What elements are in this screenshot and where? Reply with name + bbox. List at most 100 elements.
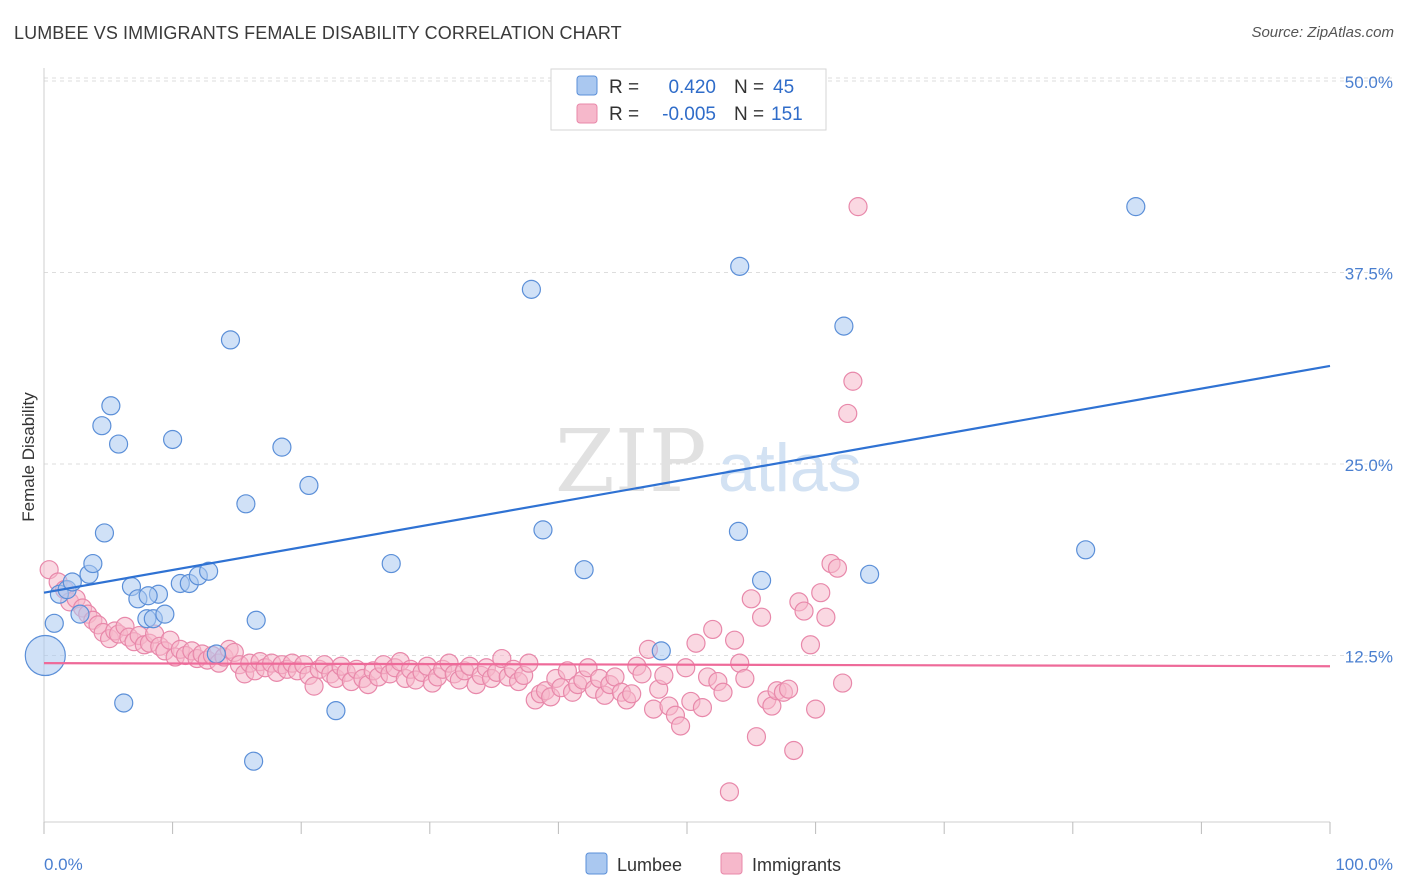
immigrants-point (751, 607, 772, 627)
immigrants-point (838, 403, 858, 424)
chart-title: LUMBEE VS IMMIGRANTS FEMALE DISABILITY C… (14, 23, 622, 43)
immigrants-point (778, 679, 799, 699)
lumbee-point (521, 279, 541, 299)
lumbee-point (24, 634, 66, 677)
watermark-atlas: atlas (718, 430, 862, 506)
immigrants-point (304, 676, 324, 696)
lumbee-point (533, 520, 553, 540)
lumbee-point (860, 564, 880, 584)
immigrants-point (713, 682, 733, 702)
legend-r-label-lumbee: R = (609, 77, 639, 98)
legend: R = 0.420 N = 45 R = -0.005 N = 151 (550, 68, 827, 131)
immigrants-trendline (43, 662, 1331, 668)
y-tick-label: 12.5% (1345, 648, 1393, 667)
lumbee-point (246, 610, 266, 630)
lumbee-point (730, 256, 750, 276)
lumbee-point (299, 475, 319, 496)
x-tick-label-min: 0.0% (44, 855, 83, 874)
legend-n-label-immigrants: N = (734, 104, 764, 125)
legend-n-value-lumbee: 45 (773, 77, 794, 98)
immigrants-point (557, 661, 578, 681)
lumbee-point (651, 641, 671, 661)
legend-swatch-immigrants (576, 103, 598, 124)
lumbee-point (155, 604, 175, 624)
lumbee-point (163, 429, 183, 450)
immigrants-point (686, 633, 706, 653)
watermark: ZIP atlas (555, 412, 862, 512)
y-tick-label: 50.0% (1345, 73, 1393, 92)
lumbee-point (44, 613, 64, 633)
immigrants-point (800, 635, 821, 655)
immigrants-point (816, 607, 836, 627)
immigrants-point (632, 664, 652, 684)
x-tick-label-max: 100.0% (1335, 855, 1393, 874)
lumbee-point (244, 751, 264, 771)
y-tick-labels: 12.5% 25.0% 37.5% 50.0% (1345, 73, 1393, 667)
immigrants-point (735, 668, 755, 689)
lumbee-point (574, 560, 594, 580)
lumbee-point (834, 316, 854, 336)
lumbee-point (381, 553, 401, 574)
immigrants-point (746, 727, 767, 747)
immigrants-point (833, 673, 853, 693)
lumbee-point (94, 523, 115, 543)
series-lumbee (24, 197, 1146, 771)
legend-r-value-lumbee: 0.420 (668, 77, 716, 98)
immigrants-point (692, 697, 713, 718)
bottom-legend-swatch-immigrants (720, 852, 743, 875)
lumbee-point (728, 521, 749, 542)
lumbee-point (108, 434, 129, 454)
immigrants-point (805, 699, 826, 719)
lumbee-point (206, 644, 226, 664)
immigrants-point (519, 653, 539, 673)
lumbee-point (101, 396, 121, 416)
lumbee-point (70, 604, 90, 624)
chart-source: Source: ZipAtlas.com (1251, 24, 1394, 41)
lumbee-point (220, 330, 241, 350)
immigrants-point (670, 716, 691, 736)
lumbee-point (138, 586, 158, 606)
immigrants-point (741, 589, 761, 609)
legend-swatch-lumbee (576, 75, 598, 96)
lumbee-point (326, 701, 346, 721)
gridlines (44, 77, 1394, 656)
lumbee-point (272, 437, 292, 457)
immigrants-point (794, 601, 814, 621)
lumbee-point (751, 570, 772, 591)
lumbee-point (199, 561, 219, 581)
lumbee-point (1076, 540, 1096, 560)
series-immigrants (39, 197, 868, 802)
immigrants-point (848, 197, 868, 217)
bottom-legend-label-lumbee: Lumbee (617, 855, 682, 875)
y-tick-label: 37.5% (1345, 265, 1393, 284)
y-tick-label: 25.0% (1345, 456, 1393, 475)
trend-lines (43, 364, 1331, 668)
bottom-legend-swatch-lumbee (585, 852, 608, 875)
lumbee-point (114, 693, 134, 713)
y-axis-label: Female Disability (19, 392, 38, 522)
immigrants-point (724, 630, 745, 650)
lumbee-point (1126, 197, 1146, 217)
immigrants-point (719, 782, 740, 802)
bottom-legend: Lumbee Immigrants (585, 852, 841, 875)
bottom-legend-label-immigrants: Immigrants (752, 855, 841, 875)
immigrants-point (843, 371, 863, 391)
watermark-zip: ZIP (555, 412, 707, 512)
immigrants-point (811, 583, 831, 603)
legend-r-value-immigrants: -0.005 (662, 104, 716, 125)
x-tick-marks (43, 822, 1331, 834)
immigrants-point (784, 740, 804, 761)
immigrants-point (703, 619, 723, 640)
immigrants-point (654, 665, 674, 686)
lumbee-trendline (43, 364, 1331, 594)
immigrants-point (643, 699, 664, 719)
lumbee-point (83, 553, 103, 574)
lumbee-point (236, 494, 256, 514)
immigrants-point (676, 658, 696, 678)
legend-n-label-lumbee: N = (734, 77, 764, 98)
legend-r-label-immigrants: R = (609, 104, 639, 125)
x-tick-labels: 0.0% 100.0% (44, 855, 1393, 874)
immigrants-point (622, 684, 642, 704)
legend-n-value-immigrants: 151 (771, 104, 803, 125)
